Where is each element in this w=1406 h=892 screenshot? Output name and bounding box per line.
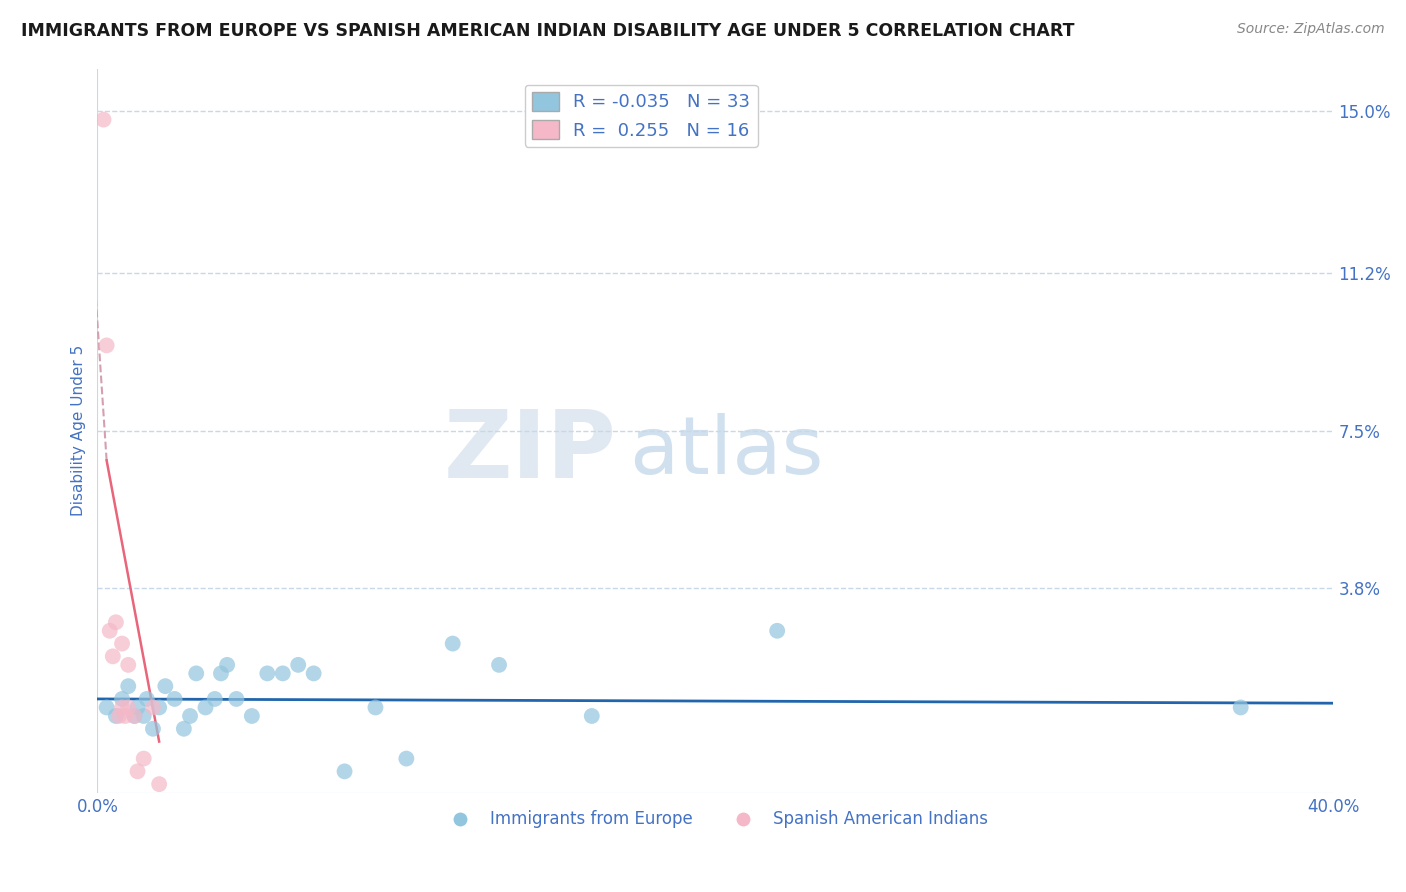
Point [135, 692, 157, 706]
Point [271, 666, 294, 681]
Point [217, 657, 239, 672]
Point [395, 751, 418, 765]
Point [98, 624, 121, 638]
Point [96, 338, 118, 352]
Point [209, 666, 232, 681]
Point [104, 709, 127, 723]
Point [225, 692, 247, 706]
Point [117, 679, 139, 693]
Point [155, 679, 177, 693]
Point [204, 692, 226, 706]
Point [117, 657, 139, 672]
Point [287, 657, 309, 672]
Point [148, 700, 170, 714]
Point [333, 764, 356, 779]
Point [163, 692, 186, 706]
Point [127, 700, 149, 714]
Point [108, 709, 131, 723]
Point [142, 700, 165, 714]
Text: atlas: atlas [628, 413, 824, 491]
Point [766, 624, 789, 638]
Point [142, 722, 165, 736]
Point [104, 615, 127, 630]
Point [364, 700, 387, 714]
Point [111, 700, 134, 714]
Point [240, 709, 263, 723]
Point [124, 709, 146, 723]
Point [302, 666, 325, 681]
Point [124, 709, 146, 723]
Point [132, 751, 155, 765]
Point [111, 636, 134, 650]
Point [127, 764, 149, 779]
Point [132, 709, 155, 723]
Point [186, 666, 208, 681]
Point [1229, 700, 1251, 714]
Point [581, 709, 603, 723]
Point [194, 700, 217, 714]
Point [101, 649, 124, 664]
Point [117, 700, 139, 714]
Point [96, 700, 118, 714]
Point [148, 777, 170, 791]
Point [111, 692, 134, 706]
Point [256, 666, 278, 681]
Text: Source: ZipAtlas.com: Source: ZipAtlas.com [1237, 22, 1385, 37]
Point [441, 636, 464, 650]
Text: IMMIGRANTS FROM EUROPE VS SPANISH AMERICAN INDIAN DISABILITY AGE UNDER 5 CORRELA: IMMIGRANTS FROM EUROPE VS SPANISH AMERIC… [21, 22, 1074, 40]
Text: ZIP: ZIP [444, 407, 616, 499]
Point [93, 112, 115, 127]
Point [173, 722, 195, 736]
Legend: Immigrants from Europe, Spanish American Indians: Immigrants from Europe, Spanish American… [436, 804, 994, 835]
Y-axis label: Disability Age Under 5: Disability Age Under 5 [72, 345, 86, 516]
Point [179, 709, 201, 723]
Point [488, 657, 510, 672]
Point [114, 709, 136, 723]
